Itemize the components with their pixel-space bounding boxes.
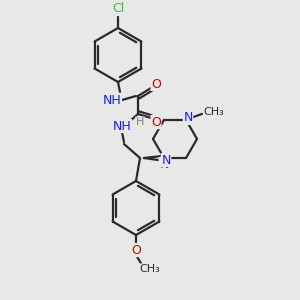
Text: N: N: [161, 154, 171, 166]
Text: H: H: [136, 117, 144, 127]
Text: O: O: [151, 77, 161, 91]
Text: O: O: [131, 244, 141, 256]
Text: CH₃: CH₃: [140, 264, 160, 274]
Text: N: N: [183, 111, 193, 124]
Text: NH: NH: [103, 94, 122, 106]
Text: N: N: [159, 158, 169, 170]
Text: O: O: [151, 116, 161, 128]
Text: NH: NH: [112, 119, 131, 133]
Text: Cl: Cl: [112, 2, 124, 16]
Text: CH₃: CH₃: [204, 107, 224, 117]
